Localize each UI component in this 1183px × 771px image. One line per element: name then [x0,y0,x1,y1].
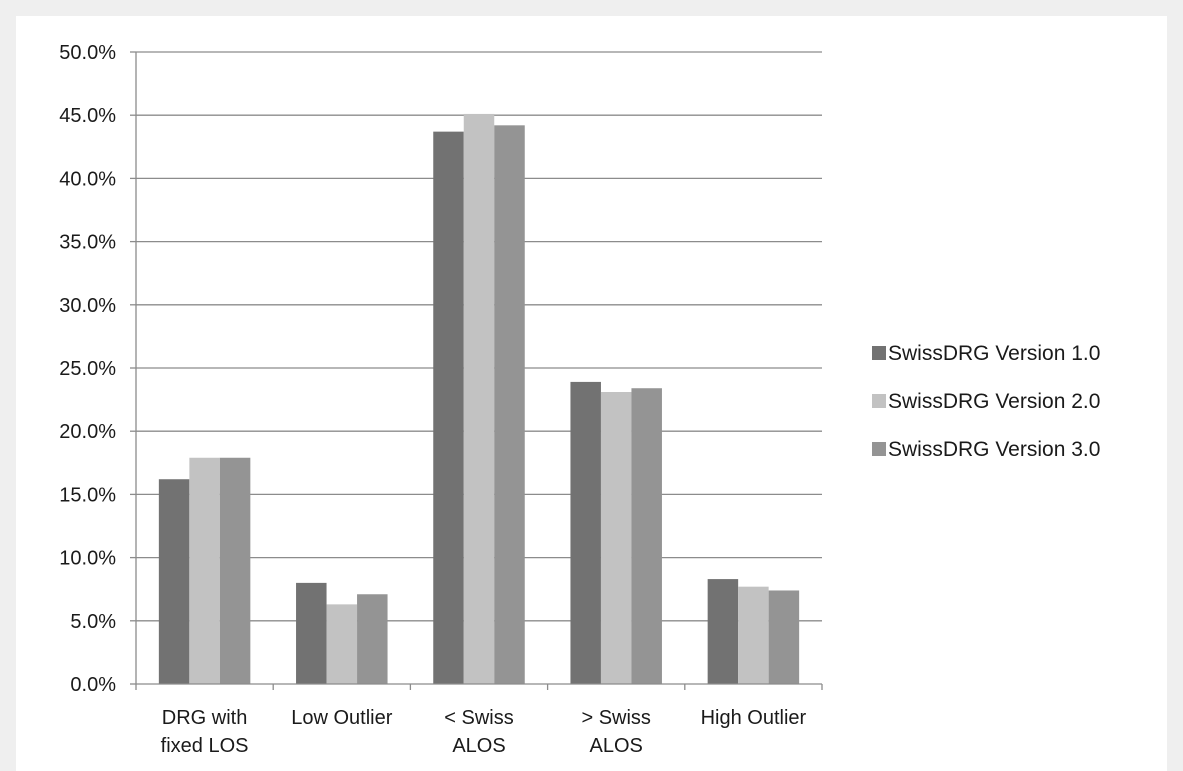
bar [189,457,220,684]
legend-label: SwissDRG Version 2.0 [888,390,1100,413]
y-tick-labels: 0.0% 5.0% 10.0% 15.0% 20.0% 25.0% 30.0% 35.0% 40… [59,42,116,696]
y-tick-label: 45.0% [59,105,116,127]
bar [494,125,525,684]
bar [600,392,632,684]
y-tick-label: 0.0% [70,674,116,696]
bars [158,113,800,685]
legend-label: SwissDRG Version 1.0 [888,342,1100,365]
y-tick-label: 15.0% [59,484,116,506]
legend-swatch [872,346,886,360]
bar [738,586,769,684]
x-category-label: Low Outlier [291,707,392,729]
axes [130,51,823,690]
bar [707,579,739,684]
y-tick-label: 35.0% [59,232,116,254]
x-category-labels: DRG with fixed LOS Low Outlier < Swiss ALOS >… [161,707,807,757]
legend: SwissDRG Version 1.0 SwissDRG Version 2.0… [872,342,1100,461]
bar [326,604,358,684]
y-tick-label: 10.0% [59,548,116,570]
y-tick-label: 40.0% [59,168,116,190]
y-tick-label: 30.0% [59,295,116,317]
x-category-label: High Outlier [701,707,807,729]
bar [768,590,800,684]
legend-label: SwissDRG Version 3.0 [888,438,1100,461]
bar [463,113,495,685]
bar [357,594,388,684]
bar [631,388,662,684]
legend-swatch [872,394,886,408]
x-category-label: DRG with [162,707,248,729]
x-category-label: < Swiss [444,707,513,729]
y-tick-label: 50.0% [59,42,116,64]
y-tick-label: 25.0% [59,358,116,380]
x-category-label: ALOS [452,735,505,757]
x-category-label: > Swiss [581,707,650,729]
bar [158,479,190,684]
bar [219,457,251,684]
y-tick-label: 20.0% [59,421,116,443]
bar [570,381,601,684]
y-tick-label: 5.0% [70,611,116,633]
legend-swatch [872,442,886,456]
bar [296,582,327,684]
bar [433,131,464,684]
x-category-label: ALOS [590,735,643,757]
x-category-label: fixed LOS [161,735,249,757]
